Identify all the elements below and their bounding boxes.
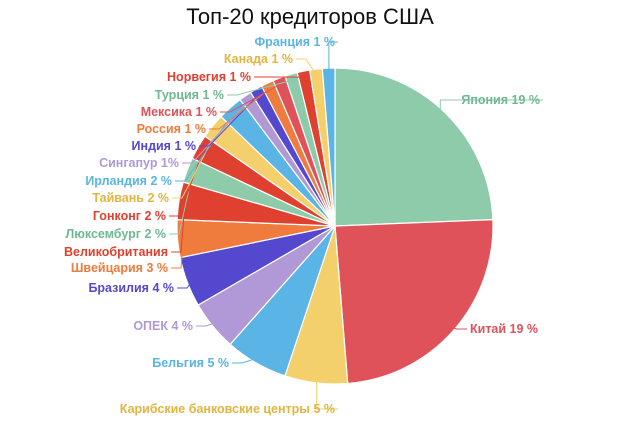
- leader-line: [171, 201, 186, 253]
- leader-line: [196, 321, 218, 327]
- leader-line: [209, 88, 271, 130]
- slice-label: ОПЕК 4 %: [133, 319, 193, 333]
- slice-label: Карибские банковские центры 5 %: [120, 402, 335, 416]
- slice-label: Бельгия 5 %: [152, 356, 229, 370]
- slice-label: Япония 19 %: [461, 93, 540, 107]
- leader-line: [439, 99, 543, 117]
- leader-line: [316, 376, 338, 410]
- leader-line: [328, 41, 338, 75]
- slice-label: Гонконг 2 %: [93, 209, 166, 223]
- slice-label: Норвегия 1 %: [167, 70, 251, 84]
- leader-line: [296, 58, 318, 76]
- slice-label: Бразилия 4 %: [88, 281, 174, 295]
- leader-line: [169, 171, 194, 235]
- leader-line: [220, 83, 282, 113]
- slice-label: Мексика 1 %: [141, 105, 217, 119]
- pie-slice: [334, 219, 494, 385]
- slice-label: Канада 1 %: [224, 52, 293, 66]
- slice-label: Китай 19 %: [470, 322, 538, 336]
- slice-label: Ирландия 2 %: [85, 174, 172, 188]
- pie-slices: [176, 67, 494, 385]
- slice-labels: Япония 19 % Китай 19 % Карибские банковски…: [64, 35, 540, 416]
- leader-line: [232, 357, 260, 364]
- leader-line: [199, 94, 260, 147]
- pie-slice: [334, 67, 494, 227]
- slice-label: Сингапур 1%: [99, 156, 179, 170]
- leader-line: [182, 100, 250, 164]
- slice-label: Турция 1 %: [155, 88, 224, 102]
- leader-line: [448, 326, 467, 330]
- chart-title: Топ-20 кредиторов США: [186, 4, 434, 29]
- leader-line: [171, 238, 184, 269]
- slice-label: Тайвань 2 %: [92, 191, 169, 205]
- leader-line: [177, 279, 194, 289]
- slice-label: Россия 1 %: [137, 122, 206, 136]
- slice-label: Индия 1 %: [132, 139, 196, 153]
- leader-line: [227, 79, 293, 96]
- slice-label: Франция 1 %: [255, 35, 335, 49]
- slice-label: Великобритания: [64, 245, 168, 259]
- slice-label: Швейцария 3 %: [71, 261, 168, 275]
- slice-label: Люксембург 2 %: [65, 227, 166, 241]
- leader-lines: [169, 41, 543, 410]
